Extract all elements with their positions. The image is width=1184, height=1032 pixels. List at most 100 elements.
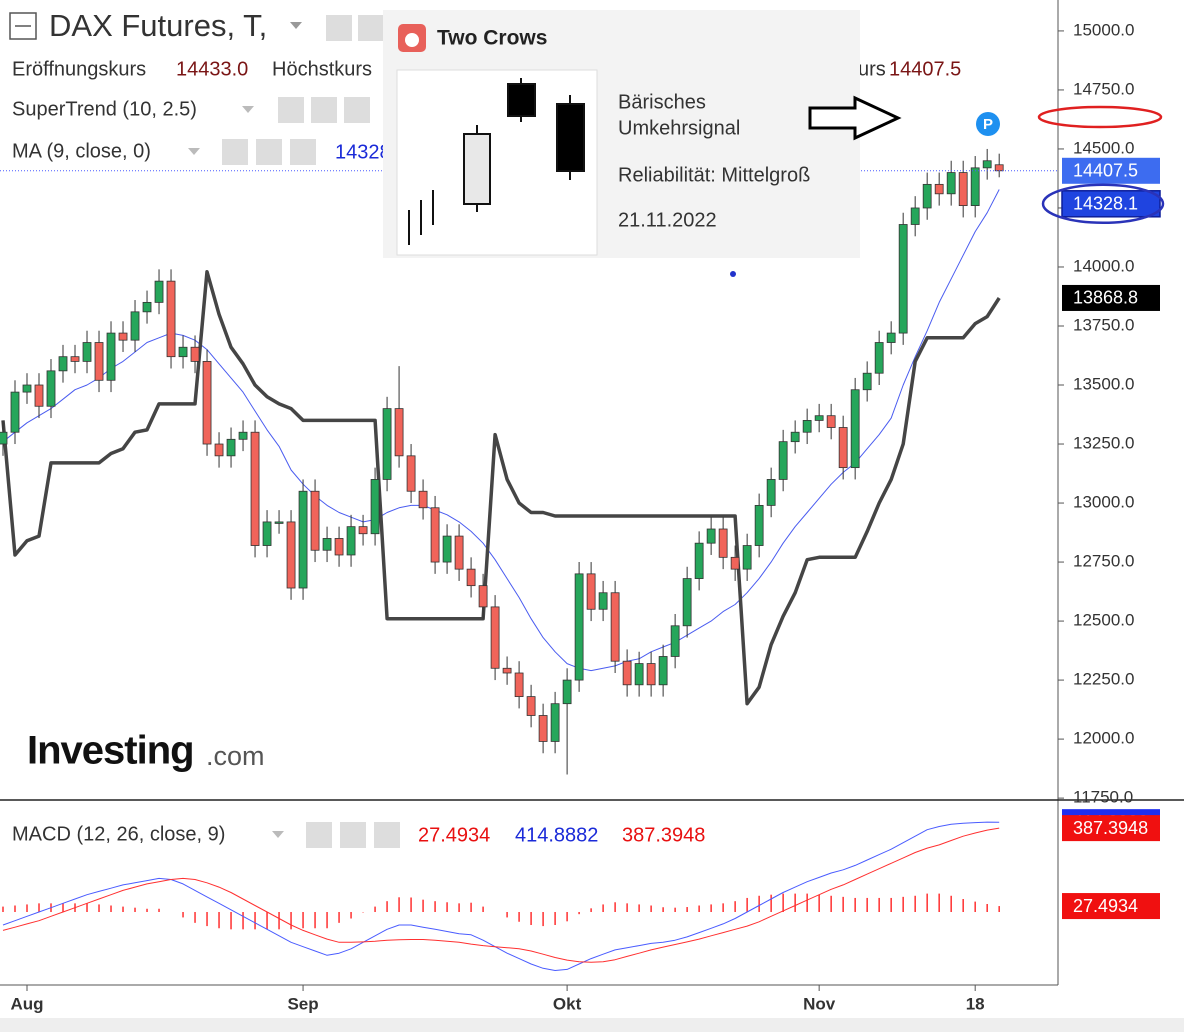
candle-body (442, 535, 452, 563)
candle-body (502, 667, 512, 674)
close-icon[interactable] (290, 139, 316, 165)
close-label: urs (858, 58, 886, 80)
eye-icon[interactable] (306, 822, 332, 848)
candle-body (790, 431, 800, 443)
candle-body (562, 679, 572, 705)
histogram-price-box-label: 27.4934 (1073, 896, 1138, 916)
ma-price-box (1061, 190, 1161, 218)
y-tick-label: 13500.0 (1073, 374, 1134, 393)
macd-line (2, 821, 1000, 971)
candle-body (718, 528, 728, 558)
open-label: Eröffnungskurs (12, 58, 146, 80)
candle-body (346, 526, 356, 556)
badge[interactable] (976, 112, 1000, 136)
candle-body (130, 311, 140, 341)
candle-body (610, 592, 620, 662)
candle-body (514, 672, 524, 698)
candle-body (778, 441, 788, 480)
candle-body (886, 332, 896, 343)
y-tick-label: 15000.0 (1073, 20, 1134, 39)
signal-price-box (1062, 815, 1160, 842)
candle-body (178, 346, 188, 358)
candle-body (82, 342, 92, 362)
candle-body (910, 207, 920, 225)
candle-body (298, 490, 308, 589)
eye-icon[interactable] (326, 15, 352, 41)
candle-body (250, 431, 260, 546)
candle-body (202, 361, 212, 445)
y-tick-label: 14500.0 (1073, 138, 1134, 157)
x-tick-label: 18 (966, 994, 985, 1013)
logo-suffix: .com (206, 741, 265, 771)
logo-name: Investing (27, 729, 194, 773)
candle-body (754, 504, 764, 546)
candle-body (634, 663, 644, 686)
candle-body (826, 415, 836, 428)
candle-body (730, 556, 740, 570)
supertrend-label: SuperTrend (10, 2.5) (12, 98, 197, 120)
candle-body (742, 545, 752, 570)
ma-label: MA (9, close, 0) (12, 140, 151, 162)
illustration-candles (408, 78, 585, 245)
candle-body (538, 715, 548, 742)
candle-body (694, 542, 704, 579)
dropdown[interactable] (242, 106, 254, 113)
dropdown[interactable] (188, 148, 200, 155)
gear-icon[interactable] (358, 15, 384, 41)
high-label: Höchstkurs (272, 58, 372, 80)
candle-body (478, 585, 488, 608)
macd-label: MACD (12, 26, close, 9) (12, 823, 225, 845)
candle-body (946, 172, 956, 195)
x-tick-label: Sep (287, 994, 318, 1013)
macd-value: 414.8882 (515, 824, 598, 846)
candle-body (598, 592, 608, 610)
candle-body (646, 663, 656, 686)
candle-body (370, 479, 380, 535)
candle-body (226, 438, 236, 457)
illustration-body (507, 83, 536, 117)
eye-icon[interactable] (222, 139, 248, 165)
y-tick-label: 12500.0 (1073, 611, 1134, 630)
candle-body (766, 479, 776, 506)
popup-date: 21.11.2022 (618, 209, 717, 231)
y-tick-label: 11750.0 (1073, 788, 1133, 807)
popup-text: Umkehrsignal (618, 117, 740, 139)
candle-body (550, 703, 560, 742)
collapse-icon[interactable] (9, 12, 37, 40)
last-price-box (1062, 157, 1160, 184)
eye-icon[interactable] (278, 97, 304, 123)
candle-body (814, 415, 824, 421)
dropdown[interactable] (272, 831, 284, 838)
candle-body (286, 521, 296, 589)
candle-body (106, 332, 116, 381)
y-tick-label: 13000.0 (1073, 493, 1134, 512)
candle-body (430, 507, 440, 563)
candle-body (238, 431, 248, 440)
candle-body (70, 356, 80, 362)
gear-icon[interactable] (340, 822, 366, 848)
pattern-icon-face (405, 33, 419, 47)
candle-body (58, 356, 68, 372)
candle-body (214, 443, 224, 457)
close-icon[interactable] (374, 822, 400, 848)
histogram-price-box (1062, 893, 1160, 920)
gear-icon[interactable] (256, 139, 282, 165)
candle-body (142, 301, 152, 313)
gear-icon[interactable] (311, 97, 337, 123)
dropdown[interactable] (290, 22, 302, 29)
candle-body (874, 342, 884, 374)
candle-body (490, 606, 500, 669)
badge-text: P (983, 116, 993, 133)
last-price-box-label: 14407.5 (1073, 161, 1138, 181)
y-tick-label: 12000.0 (1073, 729, 1134, 748)
candle-body (322, 538, 332, 551)
pattern-popup: Two Crows Bärisches Umkehrsignal Reliabi… (383, 10, 860, 258)
candle-body (526, 696, 536, 716)
candle-body (382, 408, 392, 480)
y-tick-label: 14000.0 (1073, 256, 1134, 275)
candle-body (994, 164, 1004, 172)
close-icon[interactable] (344, 97, 370, 123)
candle-body (850, 389, 860, 469)
annotation-ellipse (1041, 183, 1165, 225)
